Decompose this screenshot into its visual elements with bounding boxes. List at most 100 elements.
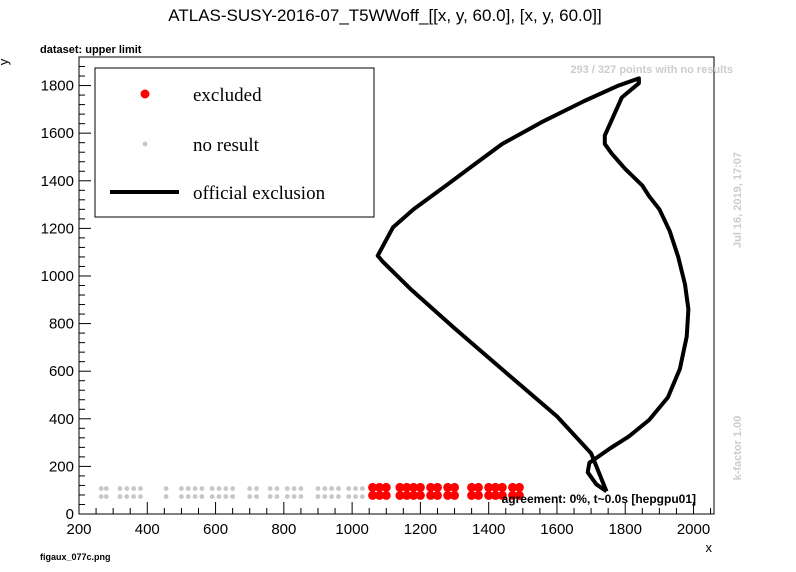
no-result-point	[298, 486, 304, 491]
excluded-point	[473, 490, 483, 500]
no-result-point	[138, 486, 143, 491]
no-result-point	[346, 494, 352, 499]
no-result-point	[359, 486, 365, 491]
no-result-point	[192, 494, 198, 499]
excluded-point	[368, 490, 378, 500]
chart-title: ATLAS-SUSY-2016-07_T5WWoff_[[x, y, 60.0]…	[168, 6, 601, 25]
excluded-point	[426, 482, 436, 492]
chart-subtitle: dataset: upper limit	[40, 44, 142, 56]
x-tick-label: 200	[66, 521, 91, 538]
excluded-point	[432, 482, 442, 492]
excluded-point	[402, 490, 412, 500]
no-result-point	[254, 494, 259, 499]
no-result-point	[291, 494, 297, 499]
points-info-label: 293 / 327 points with no results	[570, 64, 733, 76]
excluded-point	[374, 482, 384, 492]
y-tick-label: 400	[49, 411, 74, 428]
no-result-point	[267, 486, 273, 491]
no-result-point	[346, 486, 352, 491]
y-tick-label: 1600	[41, 125, 74, 142]
excluded-point	[409, 490, 419, 500]
x-tick-label: 1600	[540, 521, 573, 538]
y-tick-label: 1800	[41, 78, 74, 95]
no-result-point	[359, 494, 365, 499]
no-result-point	[298, 494, 304, 499]
no-result-point	[192, 486, 198, 491]
x-tick-label: 2000	[677, 521, 710, 538]
excluded-point	[381, 490, 391, 500]
excluded-point	[368, 482, 378, 492]
x-tick-label: 1200	[404, 521, 437, 538]
no-result-point	[329, 486, 335, 491]
no-result-point	[230, 486, 236, 491]
legend: excluded no result official exclusion	[94, 67, 375, 218]
no-result-point	[322, 486, 328, 491]
no-result-point	[284, 486, 290, 491]
no-result-point	[336, 486, 341, 491]
excluded-point	[484, 482, 494, 492]
no-result-point	[267, 494, 273, 499]
excluded-point	[497, 482, 507, 492]
y-ticks: 0 200 400 600 800 1000 1200 1400 1600 1800	[41, 56, 91, 523]
excluded-point	[415, 490, 425, 500]
legend-excluded-marker	[140, 89, 150, 99]
no-result-point	[223, 494, 229, 499]
x-tick-label: 600	[203, 521, 228, 538]
no-result-point	[291, 486, 297, 491]
y-axis-label: y	[0, 58, 11, 65]
agreement-label: agreement: 0%, t~0.0s [hepgpu01]	[502, 492, 696, 506]
kfactor-label: k-factor 1.00	[732, 416, 744, 481]
excluded-point	[395, 490, 405, 500]
excluded-point	[402, 482, 412, 492]
legend-exclusion-label: official exclusion	[193, 183, 326, 204]
excluded-point	[374, 490, 384, 500]
excluded-point	[467, 490, 477, 500]
x-tick-label: 1800	[609, 521, 642, 538]
x-ticks: 200 400 600 800 1000 1200 1400 1600 1800 2000	[66, 502, 712, 538]
no-result-point	[284, 494, 290, 499]
excluded-point	[467, 482, 477, 492]
y-tick-label: 200	[49, 458, 74, 475]
x-tick-label: 400	[135, 521, 160, 538]
no-result-point	[103, 494, 109, 499]
no-result-point	[131, 494, 137, 499]
no-result-point	[322, 494, 328, 499]
no-result-point	[254, 486, 259, 491]
no-result-point	[315, 486, 321, 491]
no-result-point	[223, 486, 229, 491]
no-result-point	[185, 486, 191, 491]
legend-no-result-marker	[142, 141, 148, 147]
excluded-point	[443, 490, 453, 500]
excluded-point	[409, 482, 419, 492]
excluded-point	[508, 482, 518, 492]
no-result-point	[199, 486, 205, 491]
excluded-point	[450, 490, 460, 500]
no-result-point	[138, 494, 143, 499]
no-result-point	[179, 494, 184, 499]
no-result-point	[209, 494, 215, 499]
excluded-point	[395, 482, 405, 492]
no-result-point	[230, 494, 236, 499]
no-result-point	[98, 486, 104, 491]
no-result-point	[131, 486, 137, 491]
x-tick-label: 1400	[472, 521, 505, 538]
no-result-point	[336, 494, 341, 499]
no-result-point	[163, 486, 169, 491]
x-tick-label: 1000	[335, 521, 368, 538]
excluded-point	[514, 490, 524, 500]
series-layer	[98, 76, 691, 500]
no-result-point	[199, 494, 205, 499]
no-result-point	[124, 494, 130, 499]
no-result-point	[315, 494, 321, 499]
no-result-point	[353, 486, 358, 491]
excluded-point	[508, 490, 518, 500]
y-tick-label: 800	[49, 316, 74, 333]
no-result-point	[124, 486, 130, 491]
no-result-point	[179, 486, 184, 491]
excluded-point	[514, 482, 524, 492]
y-tick-label: 0	[66, 506, 74, 523]
y-tick-label: 1200	[41, 220, 74, 237]
no-result-point	[274, 494, 280, 499]
legend-no-result-label: no result	[193, 135, 260, 156]
excluded-point	[473, 482, 483, 492]
